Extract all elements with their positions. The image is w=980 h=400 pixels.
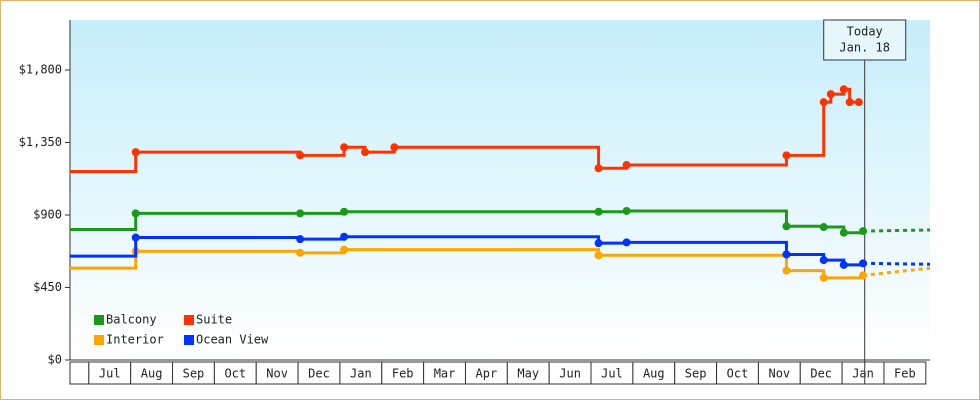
point [296, 248, 305, 257]
point [296, 209, 305, 218]
x-tick-label: Aug [141, 367, 163, 381]
point [131, 148, 140, 157]
legend-swatch [184, 335, 194, 345]
x-band [883, 361, 927, 385]
point [819, 98, 828, 107]
x-tick-label: Jul [99, 367, 121, 381]
today-label: Today [847, 25, 883, 39]
legend-label: Balcony [106, 313, 157, 327]
point [839, 228, 848, 237]
point [131, 233, 140, 242]
y-tick-label: $0 [48, 353, 62, 367]
x-tick-label: Jun [559, 367, 581, 381]
point [859, 271, 868, 280]
point [839, 260, 848, 269]
point [782, 222, 791, 231]
x-tick-label: Oct [224, 367, 246, 381]
legend-swatch [94, 335, 104, 345]
projection-line [863, 261, 931, 266]
y-tick-label: $1,350 [19, 135, 62, 149]
point [340, 232, 349, 241]
projection-line [862, 266, 931, 277]
point [622, 161, 631, 170]
point [340, 143, 349, 152]
point [819, 223, 828, 232]
x-tick-label: Mar [434, 367, 456, 381]
plot-area [70, 20, 930, 360]
x-tick-label: Aug [643, 367, 665, 381]
x-tick-label: Oct [727, 367, 749, 381]
point [594, 239, 603, 248]
x-tick-label: Dec [810, 367, 832, 381]
point [782, 151, 791, 160]
y-tick-label: $900 [33, 207, 62, 221]
x-tick-label: Jan [852, 367, 874, 381]
point [819, 256, 828, 265]
legend-label: Ocean View [196, 333, 269, 347]
x-tick-label: Jan [350, 367, 372, 381]
point [859, 259, 868, 268]
projection-line [863, 228, 931, 233]
x-band [69, 361, 90, 385]
point [594, 164, 603, 173]
point [594, 251, 603, 260]
point [361, 148, 370, 157]
point [622, 238, 631, 247]
x-tick-label: Feb [392, 367, 414, 381]
point [859, 227, 868, 236]
x-tick-label: Jul [601, 367, 623, 381]
y-tick-label: $1,800 [19, 62, 62, 76]
series-line [70, 87, 859, 173]
point [390, 143, 399, 152]
point [826, 90, 835, 99]
legend-swatch [94, 315, 104, 325]
point [340, 245, 349, 254]
x-tick-label: Dec [308, 367, 330, 381]
x-tick-label: May [517, 367, 539, 381]
x-tick-label: Nov [266, 367, 288, 381]
point [622, 206, 631, 215]
x-tick-label: Sep [183, 367, 205, 381]
today-label: Jan. 18 [839, 41, 890, 55]
y-tick-label: $450 [33, 280, 62, 294]
legend-swatch [184, 315, 194, 325]
point [845, 98, 854, 107]
x-tick-label: Feb [894, 367, 916, 381]
point [819, 273, 828, 282]
x-tick-label: Sep [685, 367, 707, 381]
today-box [823, 19, 907, 61]
point [839, 85, 848, 94]
point [296, 235, 305, 244]
point [131, 209, 140, 218]
x-tick-label: Nov [768, 367, 790, 381]
point [782, 266, 791, 275]
point [594, 207, 603, 216]
point [782, 250, 791, 259]
x-tick-label: Apr [476, 367, 498, 381]
legend-label: Interior [106, 333, 164, 347]
point [854, 98, 863, 107]
point [340, 207, 349, 216]
legend-label: Suite [196, 313, 232, 327]
point [296, 151, 305, 160]
